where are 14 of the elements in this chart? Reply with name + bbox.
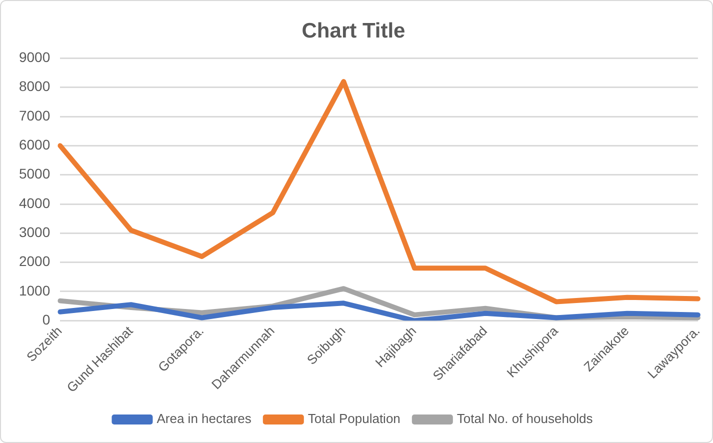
y-tick-label: 7000 (18, 107, 50, 124)
y-tick-label: 8000 (18, 78, 50, 94)
y-tick-label: 6000 (18, 136, 50, 153)
legend-label: Total Population (308, 411, 400, 426)
y-tick-label: 9000 (18, 49, 50, 66)
y-tick-label: 1000 (18, 282, 50, 298)
y-tick-label: 2000 (18, 253, 50, 270)
y-tick-label: 0 (42, 312, 50, 328)
legend-label: Area in hectares (156, 411, 252, 426)
chart-title: Chart Title (302, 19, 406, 42)
legend-label: Total No. of households (456, 411, 594, 426)
y-tick-label: 3000 (18, 224, 50, 240)
y-tick-label: 4000 (18, 194, 50, 211)
y-tick-label: 5000 (18, 166, 50, 182)
